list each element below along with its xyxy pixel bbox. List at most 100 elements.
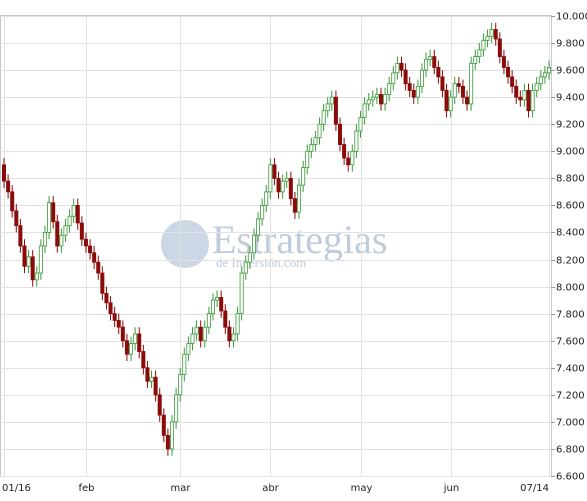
candle-body: [399, 62, 404, 71]
candle-body: [219, 297, 224, 312]
candle-body: [374, 94, 379, 98]
candle-body: [268, 164, 273, 193]
candle-body: [59, 234, 64, 247]
candle-body: [202, 326, 207, 342]
candle-body: [510, 76, 515, 87]
candle-body: [14, 210, 19, 227]
candle-body: [71, 205, 76, 217]
x-tick-label: abr: [262, 483, 279, 494]
candle-body: [288, 177, 293, 200]
candle-body: [444, 90, 449, 112]
candle-body: [47, 202, 52, 233]
candle-body: [477, 49, 482, 57]
candle-body: [313, 137, 318, 145]
candle-body: [112, 313, 117, 321]
candle-body: [116, 320, 121, 328]
candle-body: [174, 394, 179, 423]
candle-body: [358, 117, 363, 132]
candle-body: [182, 353, 187, 375]
y-tick-label: 9.600: [556, 66, 585, 77]
candle-body: [38, 245, 43, 274]
candle-body: [79, 222, 84, 240]
candle-body: [309, 144, 314, 152]
candle-body: [210, 299, 215, 315]
candle-body: [55, 221, 60, 247]
candle-body: [350, 150, 355, 166]
candle-body: [92, 252, 97, 263]
candle-body: [235, 313, 240, 335]
y-tick-label: 7.800: [556, 310, 585, 321]
candle-body: [473, 56, 478, 64]
candle-body: [149, 376, 154, 382]
candle-body: [223, 310, 228, 328]
candle-body: [378, 94, 383, 105]
candle-body: [145, 367, 150, 382]
y-tick-label: 8.400: [556, 228, 585, 239]
candle-body: [108, 302, 113, 315]
candle-body: [26, 256, 31, 267]
watermark-sub: de Inversión.com: [216, 255, 306, 270]
candle-body: [526, 90, 531, 112]
y-tick-label: 8.200: [556, 256, 585, 267]
candle-body: [129, 343, 134, 355]
candle-body: [305, 150, 310, 168]
candle-body: [354, 130, 359, 152]
candle-body: [338, 123, 343, 145]
candle-body: [489, 29, 494, 37]
candle-body: [460, 85, 465, 98]
candle-body: [522, 90, 527, 101]
candle-body: [329, 96, 334, 105]
x-tick-label: 07/14: [520, 483, 549, 494]
candle-body: [391, 72, 396, 85]
candle-body: [124, 340, 129, 355]
y-tick-label: 10.000: [556, 12, 587, 23]
candle-body: [194, 326, 199, 335]
candle-body: [190, 333, 195, 344]
candle-body: [383, 94, 388, 105]
candle-body: [88, 245, 93, 254]
candle-body: [133, 333, 138, 344]
candle-body: [321, 110, 326, 125]
y-tick-label: 7.000: [556, 418, 585, 429]
candle-body: [547, 67, 552, 74]
candle-body: [178, 374, 183, 396]
candle-body: [530, 90, 535, 112]
x-tick-label: mar: [171, 483, 192, 494]
candle-body: [481, 39, 486, 51]
candle-body: [362, 103, 367, 118]
candle-body: [280, 180, 285, 193]
candle-body: [67, 215, 72, 227]
candle-body: [96, 261, 101, 274]
candle-body: [387, 83, 392, 95]
candle-body: [215, 297, 220, 301]
candle-body: [120, 326, 125, 342]
candle-body: [432, 56, 437, 68]
candle-body: [342, 144, 347, 159]
candle-body: [497, 38, 502, 57]
x-tick-label: jun: [443, 483, 459, 494]
y-tick-label: 7.200: [556, 391, 585, 402]
candle-body: [276, 177, 281, 193]
candle-body: [506, 67, 511, 78]
candle-body: [485, 35, 490, 41]
candle-body: [51, 202, 56, 223]
candle-body: [514, 85, 519, 98]
y-tick-label: 9.800: [556, 39, 585, 50]
candle-body: [301, 167, 306, 186]
candle-body: [297, 184, 302, 213]
candle-body: [411, 90, 416, 98]
candle-body: [18, 225, 23, 247]
candle-body: [469, 62, 474, 105]
candle-body: [137, 333, 142, 352]
candle-body: [440, 76, 445, 91]
candle-body: [206, 313, 211, 328]
candle-body: [251, 234, 256, 254]
x-tick-label: 01/16: [2, 483, 31, 494]
candle-body: [292, 198, 297, 213]
candle-body: [428, 56, 433, 60]
candle-body: [239, 272, 244, 315]
candle-body: [518, 96, 523, 101]
candle-body: [456, 83, 461, 87]
candle-body: [534, 83, 539, 91]
